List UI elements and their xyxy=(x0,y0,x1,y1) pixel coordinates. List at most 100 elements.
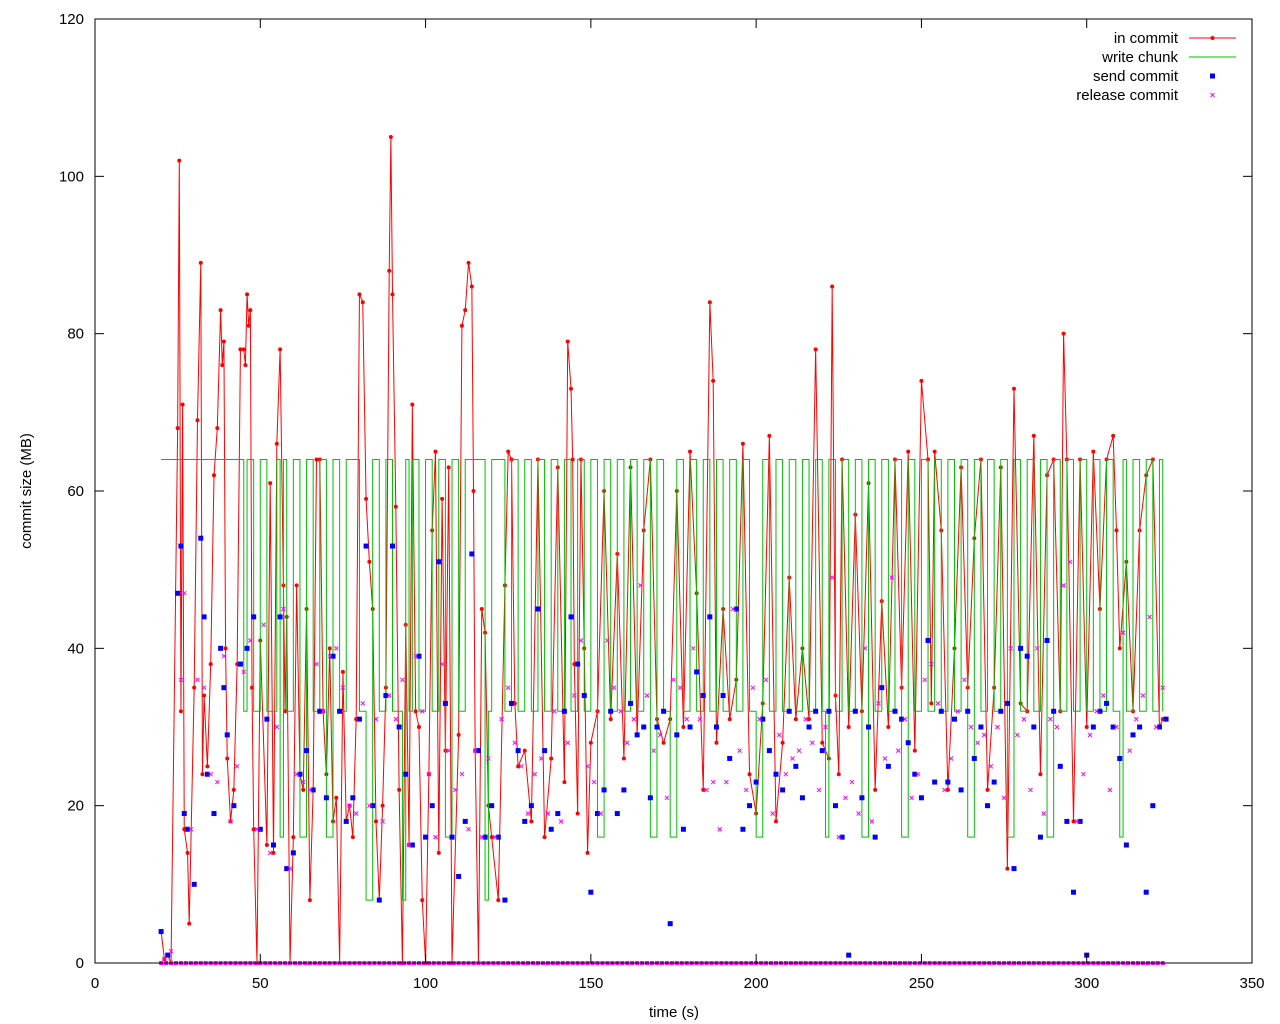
send-commit-point xyxy=(502,897,508,903)
send-commit-point xyxy=(753,779,759,785)
send-commit-point xyxy=(1070,889,1076,895)
in-commit-point xyxy=(714,740,719,745)
release-commit-point xyxy=(333,645,339,651)
release-commit-point xyxy=(512,740,518,746)
legend-label: write chunk xyxy=(1101,49,1178,66)
send-commit-point xyxy=(416,653,422,659)
release-commit-point xyxy=(406,842,412,848)
release-commit-point xyxy=(208,771,214,777)
send-commit-point xyxy=(469,551,475,557)
send-commit-point xyxy=(958,787,964,793)
send-commit-point xyxy=(1137,724,1143,730)
release-commit-point xyxy=(995,724,1000,730)
release-commit-point xyxy=(1140,693,1146,698)
in-commit-point xyxy=(830,284,835,289)
in-commit-point xyxy=(268,481,273,486)
send-commit-point xyxy=(204,771,210,777)
x-tick-label: 100 xyxy=(413,975,438,992)
send-commit-point xyxy=(284,866,290,872)
release-commit-point xyxy=(353,811,359,816)
in-commit-point xyxy=(542,835,547,840)
send-commit-point xyxy=(449,834,455,840)
in-commit-point xyxy=(873,787,878,792)
in-commit-point xyxy=(1111,433,1116,438)
release-commit-point xyxy=(1054,724,1060,730)
in-commit-point xyxy=(446,465,451,470)
release-commit-point xyxy=(829,575,835,580)
y-tick-label: 120 xyxy=(59,11,84,28)
send-commit-point xyxy=(390,543,396,549)
release-commit-point xyxy=(935,701,941,706)
send-commit-point xyxy=(1064,818,1070,824)
release-commit-point xyxy=(433,834,438,840)
release-commit-point xyxy=(1074,819,1080,824)
send-commit-point xyxy=(304,748,310,754)
send-commit-point xyxy=(667,921,673,927)
release-commit-point xyxy=(1087,732,1093,738)
release-commit-point xyxy=(922,677,928,683)
in-commit-point xyxy=(608,717,613,722)
release-commit-point xyxy=(294,771,300,777)
release-commit-point xyxy=(796,748,802,753)
release-commit-point xyxy=(201,685,207,691)
release-commit-point xyxy=(228,819,233,824)
release-commit-point xyxy=(347,803,352,809)
in-commit-point xyxy=(929,701,934,706)
in-commit-point xyxy=(198,260,203,265)
send-commit-point xyxy=(647,795,653,801)
in-commit-point xyxy=(707,300,712,305)
release-commit-point xyxy=(651,748,657,753)
release-commit-point xyxy=(849,779,855,785)
send-commit-point xyxy=(641,724,647,730)
in-commit-point xyxy=(945,787,950,792)
in-commit-point xyxy=(246,323,251,328)
in-commit-point xyxy=(251,827,256,832)
send-commit-point xyxy=(846,952,852,958)
series-write-chunk xyxy=(161,459,1164,901)
in-commit-point xyxy=(301,787,306,792)
in-commit-point xyxy=(681,725,686,729)
in-commit-point xyxy=(440,496,445,501)
legend-marker-send-commit xyxy=(1210,73,1215,79)
in-commit-point xyxy=(294,583,299,588)
release-commit-point xyxy=(704,787,709,793)
send-commit-point xyxy=(376,897,382,903)
send-commit-point xyxy=(277,614,283,620)
send-commit-point xyxy=(363,543,369,549)
release-commit-point xyxy=(981,732,987,738)
in-commit-point xyxy=(1071,819,1076,824)
release-commit-point xyxy=(717,826,723,832)
release-commit-point xyxy=(882,756,888,761)
release-commit-point xyxy=(221,653,227,659)
send-commit-point xyxy=(178,543,184,549)
release-commit-point xyxy=(1147,614,1152,620)
release-commit-point xyxy=(677,685,683,691)
in-commit-point xyxy=(701,787,706,792)
release-commit-point xyxy=(439,661,445,667)
send-commit-point xyxy=(423,834,429,840)
release-commit-point xyxy=(1100,693,1106,698)
send-commit-point xyxy=(1044,637,1050,643)
in-commit-point xyxy=(340,669,345,674)
send-commit-point xyxy=(1123,842,1129,848)
in-commit-point xyxy=(588,740,593,745)
legend: in commit write chunk send commit release c… xyxy=(1076,30,1236,104)
send-commit-point xyxy=(337,708,343,714)
release-commit-point xyxy=(413,653,419,659)
send-commit-point xyxy=(1117,755,1123,761)
send-commit-point xyxy=(211,811,217,817)
in-commit-point xyxy=(192,685,197,690)
release-commit-point xyxy=(644,693,650,698)
in-commit-point xyxy=(220,363,225,368)
release-commit-point xyxy=(955,708,961,714)
release-commit-point xyxy=(1120,630,1126,635)
release-commit-point xyxy=(373,716,379,722)
in-commit-point xyxy=(1011,386,1016,391)
in-commit-point xyxy=(836,772,841,777)
in-commit-point xyxy=(807,717,812,722)
series-send-commit xyxy=(158,535,1169,958)
release-commit-point xyxy=(386,693,392,698)
release-commit-point xyxy=(314,661,319,667)
send-commit-point xyxy=(198,535,204,541)
y-tick-label: 0 xyxy=(76,955,84,972)
